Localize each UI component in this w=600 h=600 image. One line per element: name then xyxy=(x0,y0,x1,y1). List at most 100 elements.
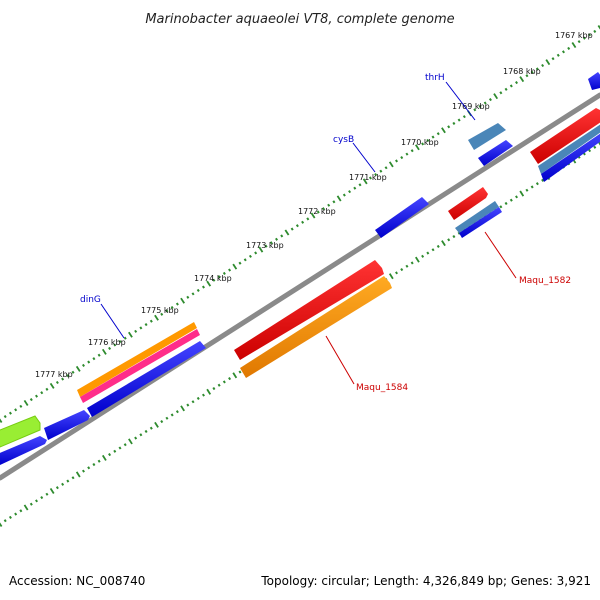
outer-ring-tick xyxy=(87,360,91,364)
tick-label-1773: 1773 kbp xyxy=(246,241,284,250)
outer-ring-tick xyxy=(400,155,404,160)
map-title: Marinobacter aquaeolei VT8, complete gen… xyxy=(145,12,454,27)
gene-feature-red[interactable] xyxy=(530,108,600,164)
inner-ring-tick xyxy=(45,492,49,496)
outer-ring-tick xyxy=(201,285,205,289)
outer-ring-tick xyxy=(358,183,362,187)
outer-ring-tick xyxy=(519,76,525,83)
outer-ring-tick xyxy=(530,70,534,74)
inner-ring-tick xyxy=(71,476,75,480)
outer-ring-tick xyxy=(582,36,586,40)
outer-ring-tick xyxy=(23,399,29,406)
outer-ring-tick xyxy=(123,336,127,340)
gene-feature-red[interactable] xyxy=(234,260,384,360)
outer-ring-tick xyxy=(154,314,159,321)
gene-label-thrH[interactable]: thrH xyxy=(425,73,445,83)
outer-ring-tick xyxy=(61,377,65,381)
topology-text: Topology: circular; Length: 4,326,849 bp… xyxy=(261,574,591,588)
gene-label-cysB[interactable]: cysB xyxy=(333,135,354,145)
outer-ring-tick xyxy=(217,275,221,279)
outer-ring-tick xyxy=(254,251,258,255)
outer-ring-tick xyxy=(175,302,179,306)
inner-ring-tick xyxy=(134,436,138,440)
outer-ring-tick xyxy=(113,343,117,347)
inner-ring-tick xyxy=(509,198,513,202)
outer-ring-tick xyxy=(206,280,212,287)
label-connectors xyxy=(100,81,517,385)
inner-ring-tick xyxy=(441,240,446,247)
gene-feature-orange[interactable] xyxy=(240,276,392,378)
tick-label-1770: 1770 kbp xyxy=(401,138,439,147)
outer-ring-tick xyxy=(290,227,294,231)
outer-ring-tick xyxy=(75,365,81,372)
inner-ring-tick xyxy=(92,462,96,467)
outer-ring-tick xyxy=(243,258,247,262)
gene-label-Maqu_1582[interactable]: Maqu_1582 xyxy=(519,276,571,286)
outer-ring-tick xyxy=(101,348,107,355)
outer-ring-tick xyxy=(71,370,75,374)
gene-feature-steel[interactable] xyxy=(538,122,600,174)
gene-feature-blue[interactable] xyxy=(375,197,429,238)
outer-ring-tick xyxy=(128,331,133,338)
inner-ring-tick xyxy=(66,479,70,483)
outer-ring-tick xyxy=(405,152,409,156)
connector-cysB xyxy=(352,142,376,173)
outer-ring-tick xyxy=(426,138,430,143)
outer-ring-tick xyxy=(462,115,466,119)
gene-feature-lime[interactable] xyxy=(0,415,41,448)
gene-feature-blue[interactable] xyxy=(44,410,90,440)
outer-ring-tick xyxy=(535,67,539,71)
outer-ring-tick xyxy=(478,104,482,108)
outer-ring-tick xyxy=(275,237,279,241)
gene-feature-blue[interactable] xyxy=(87,341,206,417)
outer-ring-tick xyxy=(421,142,425,146)
gene-feature-blue[interactable] xyxy=(541,131,600,182)
gene-feature-blue[interactable] xyxy=(478,140,513,166)
outer-ring-tick xyxy=(545,59,551,66)
gene-feature-blue[interactable] xyxy=(588,72,600,90)
inner-ring-tick xyxy=(228,377,232,381)
gene-feature-red[interactable] xyxy=(448,187,488,220)
inner-ring-tick xyxy=(206,388,212,395)
gene-label-Maqu_1584[interactable]: Maqu_1584 xyxy=(356,383,408,393)
connector-dinG xyxy=(100,303,125,339)
outer-ring-tick xyxy=(332,200,336,204)
outer-ring-tick xyxy=(92,357,96,361)
inner-ring-tick xyxy=(14,512,18,516)
inner-ring-tick xyxy=(395,271,399,275)
gene-feature-blue[interactable] xyxy=(459,207,502,238)
inner-ring-tick xyxy=(525,188,529,192)
inner-ring-tick xyxy=(588,149,592,153)
gene-feature-blue[interactable] xyxy=(0,436,47,465)
outer-ring-tick xyxy=(108,346,112,350)
gene-feature-orange[interactable] xyxy=(77,322,197,397)
outer-ring-tick xyxy=(362,178,368,185)
outer-ring-tick xyxy=(327,203,331,207)
gene-feature-steel[interactable] xyxy=(468,123,506,150)
inner-ring-tick xyxy=(175,410,179,414)
accession-text: Accession: NC_008740 xyxy=(9,574,146,588)
outer-ring-tick xyxy=(342,193,346,197)
outer-ring-tick xyxy=(170,305,174,310)
connector-Maqu_1584 xyxy=(325,335,355,385)
inner-ring-tick xyxy=(170,413,174,417)
outer-ring-tick xyxy=(509,84,513,88)
outer-ring-tick xyxy=(388,161,394,168)
outer-ring-tick xyxy=(368,176,372,180)
inner-ring-tick xyxy=(499,205,503,209)
inner-ring-tick xyxy=(232,372,238,379)
inner-ring-tick xyxy=(97,459,101,463)
outer-ring-tick xyxy=(149,319,153,323)
outer-ring-tick xyxy=(269,241,273,245)
gene-label-dinG[interactable]: dinG xyxy=(80,295,101,305)
outer-ring-tick xyxy=(336,195,342,202)
outer-ring-tick xyxy=(379,169,383,173)
outer-ring-tick xyxy=(301,220,305,224)
inner-ring-tick xyxy=(61,482,65,486)
outer-ring-tick xyxy=(8,411,12,415)
gene-feature-magenta[interactable] xyxy=(80,329,200,403)
outer-ring-tick xyxy=(577,40,581,44)
outer-ring-tick xyxy=(436,132,440,136)
gene-feature-steel[interactable] xyxy=(455,201,499,233)
outer-ring-tick xyxy=(19,404,23,408)
